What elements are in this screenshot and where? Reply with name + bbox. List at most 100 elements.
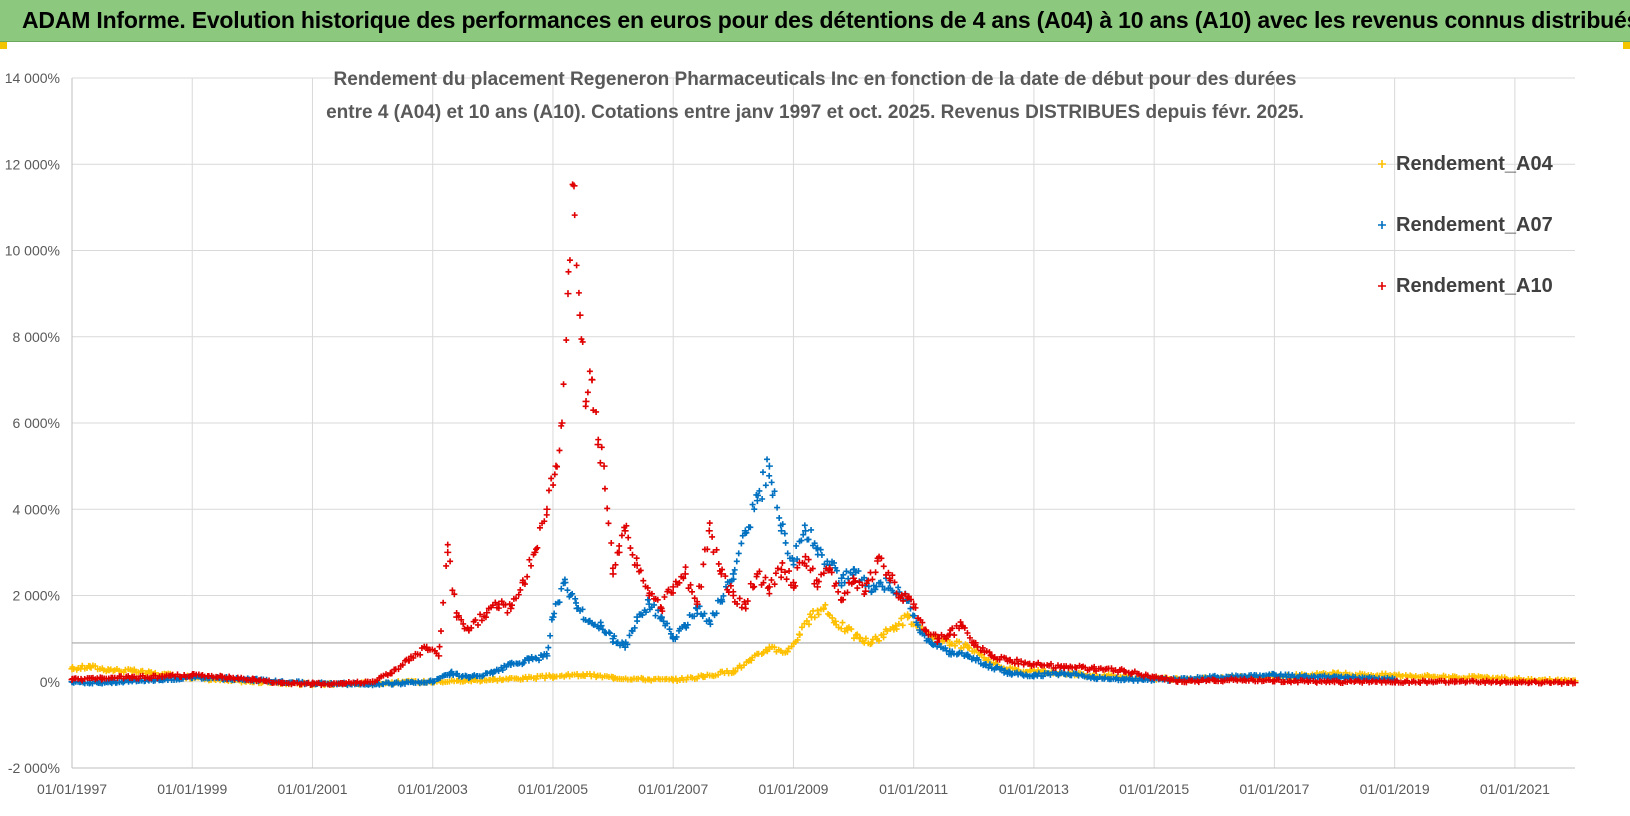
data-point — [651, 601, 658, 608]
data-point — [661, 594, 668, 601]
data-point — [609, 565, 616, 572]
data-point — [820, 606, 827, 613]
data-point — [948, 640, 955, 647]
x-tick-label: 01/01/2007 — [638, 781, 708, 797]
data-point — [478, 617, 485, 624]
data-point — [1013, 656, 1020, 663]
data-point — [670, 589, 677, 596]
data-point — [495, 605, 502, 612]
data-point — [483, 609, 491, 617]
data-point — [573, 599, 580, 606]
data-point — [673, 633, 680, 640]
data-point — [881, 586, 888, 593]
data-point — [666, 626, 673, 633]
data-point — [829, 614, 836, 621]
data-point — [782, 539, 789, 546]
data-point — [798, 624, 805, 631]
data-point — [867, 641, 874, 648]
data-point — [575, 289, 582, 296]
data-point — [779, 521, 786, 528]
data-point — [558, 422, 565, 429]
data-point — [639, 612, 646, 619]
data-point — [705, 527, 713, 535]
data-point — [811, 540, 818, 547]
data-point — [417, 651, 424, 658]
data-point — [597, 459, 604, 466]
data-point — [821, 561, 828, 568]
data-point — [839, 619, 846, 626]
data-point — [536, 524, 543, 531]
data-point — [730, 576, 737, 583]
data-point — [862, 635, 869, 642]
data-point — [595, 625, 602, 632]
data-point — [691, 595, 698, 602]
data-point — [861, 574, 868, 581]
data-point — [943, 647, 950, 654]
data-point — [660, 618, 667, 625]
data-point — [504, 609, 511, 616]
x-tick-label: 01/01/2019 — [1360, 781, 1430, 797]
data-point — [648, 590, 655, 597]
data-point — [769, 492, 776, 499]
series-Rendement_A10 — [68, 181, 1579, 689]
data-point — [399, 661, 406, 668]
data-point — [1399, 672, 1406, 679]
x-tick-label: 01/01/2011 — [879, 781, 948, 797]
data-point — [835, 588, 842, 595]
data-point — [840, 571, 847, 578]
data-point — [640, 577, 647, 584]
data-point — [1569, 680, 1576, 687]
data-point — [631, 624, 638, 631]
data-point — [961, 624, 968, 631]
data-point — [597, 619, 604, 626]
data-point — [868, 589, 875, 596]
data-point — [608, 540, 615, 547]
data-point — [548, 616, 555, 623]
data-point — [543, 511, 550, 518]
data-point — [614, 549, 621, 556]
data-point — [833, 567, 840, 574]
data-point — [569, 590, 576, 597]
data-point — [1531, 678, 1538, 685]
data-point — [548, 475, 555, 482]
data-point — [600, 462, 608, 470]
data-point — [986, 661, 993, 668]
data-point — [805, 621, 812, 628]
data-point — [923, 628, 930, 635]
data-point — [543, 650, 550, 657]
data-point — [545, 487, 552, 494]
data-point — [796, 631, 803, 638]
banner-title: ADAM Informe. Evolution historique des p… — [22, 7, 1630, 33]
data-point — [974, 643, 981, 650]
data-point — [1018, 658, 1025, 665]
data-point — [621, 527, 629, 535]
data-point — [859, 582, 866, 589]
data-point — [900, 597, 907, 604]
data-point — [794, 556, 801, 563]
data-point — [672, 578, 679, 585]
data-point — [966, 634, 973, 641]
data-point — [960, 644, 967, 651]
data-point — [1234, 677, 1241, 684]
data-point — [768, 577, 775, 584]
data-point — [855, 568, 862, 575]
data-point — [598, 444, 605, 451]
data-point — [605, 520, 612, 527]
data-point — [815, 578, 822, 585]
data-point — [444, 541, 451, 548]
data-point — [642, 609, 649, 616]
data-point — [629, 551, 636, 558]
data-point — [856, 579, 863, 586]
data-point — [879, 583, 886, 590]
data-point — [731, 566, 738, 573]
data-point — [582, 403, 589, 410]
data-point — [957, 619, 964, 626]
data-point — [410, 654, 417, 661]
data-point — [768, 479, 775, 486]
data-point — [838, 582, 845, 589]
data-point — [588, 376, 595, 383]
data-point — [979, 644, 986, 651]
data-point — [789, 555, 796, 562]
data-point — [701, 610, 708, 617]
data-point — [624, 641, 631, 648]
